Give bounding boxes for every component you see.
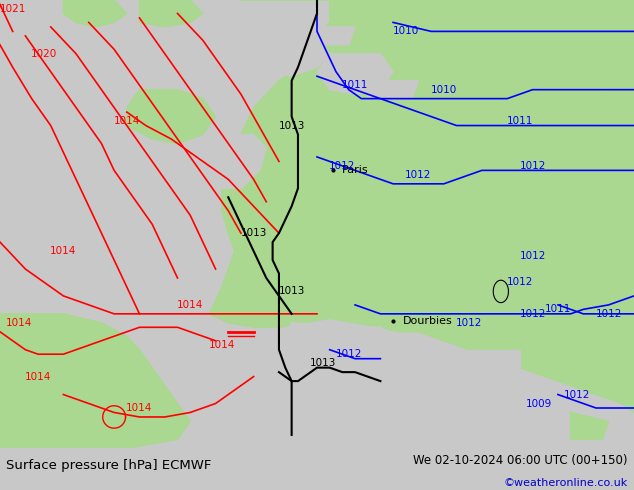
Polygon shape <box>317 27 355 45</box>
Text: Dourbies: Dourbies <box>403 316 452 325</box>
Text: 1013: 1013 <box>240 228 267 238</box>
Text: 1012: 1012 <box>335 349 362 359</box>
Polygon shape <box>444 350 520 368</box>
Text: 1014: 1014 <box>113 116 140 126</box>
Text: 1012: 1012 <box>405 170 432 180</box>
Text: 1009: 1009 <box>526 398 552 409</box>
Text: 1020: 1020 <box>31 49 58 59</box>
Polygon shape <box>127 90 216 144</box>
Text: 1012: 1012 <box>456 318 482 328</box>
Text: 1012: 1012 <box>519 161 546 171</box>
Text: 1021: 1021 <box>0 4 26 14</box>
Polygon shape <box>139 0 203 27</box>
Polygon shape <box>209 0 634 332</box>
Text: 1011: 1011 <box>545 304 571 315</box>
Text: 1012: 1012 <box>595 309 622 319</box>
Text: 1014: 1014 <box>177 300 204 310</box>
Polygon shape <box>330 0 634 413</box>
Text: 1012: 1012 <box>519 250 546 261</box>
Text: 1010: 1010 <box>430 85 457 95</box>
Text: 1011: 1011 <box>507 116 533 126</box>
Text: ©weatheronline.co.uk: ©weatheronline.co.uk <box>503 477 628 488</box>
Polygon shape <box>571 413 609 440</box>
Text: We 02-10-2024 06:00 UTC (00+150): We 02-10-2024 06:00 UTC (00+150) <box>413 454 628 467</box>
Text: 1012: 1012 <box>519 309 546 319</box>
Text: 1010: 1010 <box>392 26 419 36</box>
Polygon shape <box>368 81 418 98</box>
Text: 1012: 1012 <box>507 277 533 288</box>
Text: 1014: 1014 <box>50 246 77 256</box>
Text: 1014: 1014 <box>126 403 153 413</box>
Polygon shape <box>241 36 330 76</box>
Polygon shape <box>317 54 393 94</box>
Text: 1012: 1012 <box>329 161 356 171</box>
Polygon shape <box>279 323 399 372</box>
Text: 1014: 1014 <box>6 318 32 328</box>
Polygon shape <box>431 386 495 413</box>
Polygon shape <box>0 314 190 448</box>
Text: 1014: 1014 <box>209 340 235 350</box>
Text: Paris: Paris <box>342 165 369 175</box>
Text: Surface pressure [hPa] ECMWF: Surface pressure [hPa] ECMWF <box>6 459 212 471</box>
Text: 1014: 1014 <box>25 371 51 382</box>
Polygon shape <box>63 0 127 27</box>
Text: 1011: 1011 <box>342 80 368 90</box>
Polygon shape <box>222 175 241 184</box>
Text: 1013: 1013 <box>278 121 305 130</box>
Text: 1013: 1013 <box>310 358 337 368</box>
Polygon shape <box>222 135 266 188</box>
Text: 1012: 1012 <box>564 390 590 399</box>
Text: 1013: 1013 <box>278 287 305 296</box>
